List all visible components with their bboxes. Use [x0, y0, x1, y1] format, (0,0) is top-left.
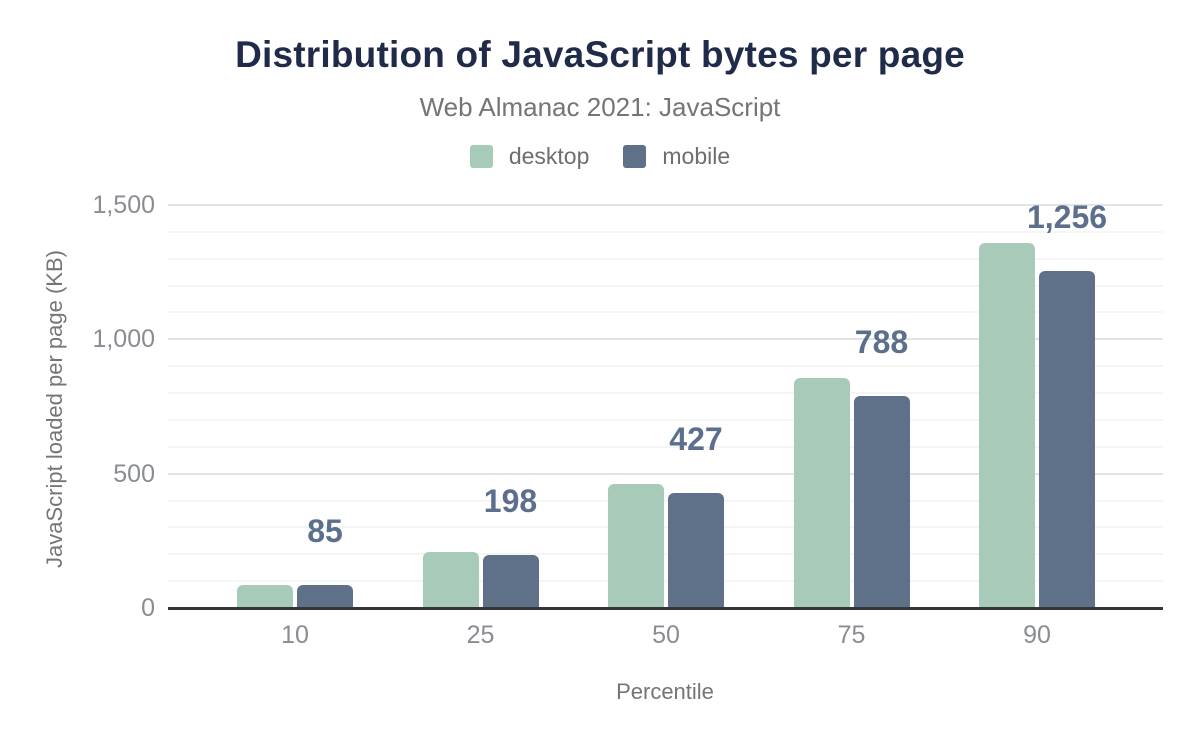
gridline-minor-1400: [168, 230, 1163, 233]
gridline-minor-100: [168, 580, 1163, 583]
chart-title: Distribution of JavaScript bytes per pag…: [235, 34, 965, 75]
x-tick-75: 75: [837, 621, 866, 649]
gridline-minor-1100: [168, 311, 1163, 314]
gridline-major-1000: [168, 338, 1163, 341]
legend-item-mobile: mobile: [623, 143, 730, 170]
legend-swatch-desktop: [469, 145, 493, 168]
plot-area: 85 198 427 788 1,256: [168, 201, 1163, 610]
chart-subtitle: Web Almanac 2021: JavaScript: [419, 92, 781, 122]
gridline-minor-900: [168, 365, 1163, 368]
bar-mobile-p25[interactable]: [482, 555, 539, 608]
bar-desktop-p10[interactable]: [237, 585, 293, 608]
y-axis-title: JavaScript loaded per page (KB): [42, 250, 67, 568]
bar-desktop-p75[interactable]: [793, 378, 850, 608]
gridline-minor-800: [168, 392, 1163, 395]
gridline-minor-700: [168, 418, 1163, 421]
bar-desktop-p50[interactable]: [608, 484, 664, 608]
bar-desktop-p90[interactable]: [979, 243, 1035, 608]
legend: desktop mobile: [0, 143, 1200, 170]
x-axis-line: [168, 607, 1163, 610]
x-tick-25: 25: [466, 621, 495, 649]
bar-mobile-p75[interactable]: [853, 396, 910, 608]
legend-label-mobile: mobile: [662, 143, 731, 169]
gridline-minor-300: [168, 526, 1163, 529]
gridline-major-1500: [168, 204, 1163, 206]
bar-mobile-p10[interactable]: [297, 585, 353, 608]
x-tick-10: 10: [281, 621, 309, 649]
bar-value-label-p90: 1,256: [1026, 199, 1108, 235]
legend-swatch-mobile: [623, 145, 647, 168]
legend-item-desktop: desktop: [469, 143, 590, 170]
y-tick-1,000: 1,000: [92, 325, 155, 354]
gridline-minor-200: [168, 553, 1163, 556]
gridline-minor-1200: [168, 284, 1163, 287]
gridline-minor-1300: [168, 257, 1163, 260]
x-tick-50: 50: [652, 621, 680, 649]
bar-value-label-p10: 85: [307, 513, 343, 549]
bar-value-label-p50: 427: [669, 421, 723, 457]
bar-mobile-p50[interactable]: [668, 493, 724, 608]
legend-label-desktop: desktop: [508, 143, 590, 169]
gridline-minor-400: [168, 499, 1163, 502]
y-tick-500: 500: [113, 459, 155, 488]
y-tick-0: 0: [141, 594, 155, 622]
x-axis-title: Percentile: [616, 679, 714, 704]
x-tick-90: 90: [1023, 621, 1051, 649]
y-tick-1,500: 1,500: [92, 191, 155, 219]
bar-desktop-p25[interactable]: [422, 552, 479, 608]
gridline-minor-600: [168, 445, 1163, 448]
bar-mobile-p90[interactable]: [1039, 271, 1095, 608]
gridline-major-500: [168, 472, 1163, 475]
bar-value-label-p25: 198: [483, 483, 538, 519]
bar-value-label-p75: 788: [854, 324, 909, 360]
